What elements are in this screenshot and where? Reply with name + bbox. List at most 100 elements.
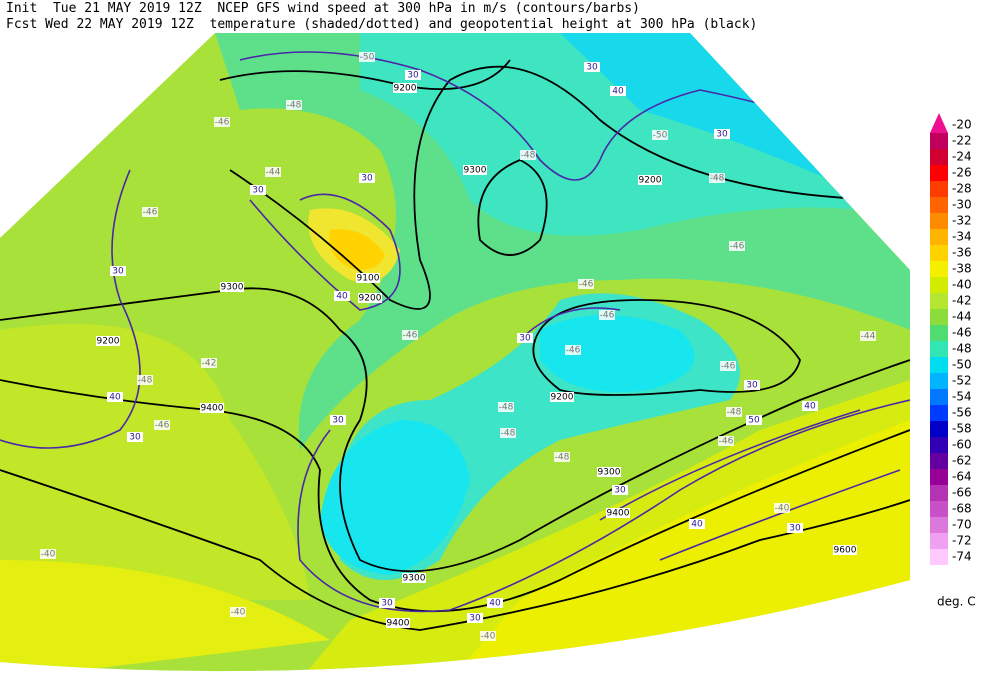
colorbar-box [930,533,948,549]
height-label: 9300 [403,574,426,584]
colorbar-label: -54 [952,390,972,404]
height-label: 9300 [598,468,621,478]
label-box [520,150,536,160]
label-box [330,415,346,425]
wind-label: 30 [586,63,598,73]
colorbar-box [930,149,948,165]
temp-label: -48 [521,151,536,161]
temp-label: -46 [566,346,581,356]
label-box [787,523,803,533]
label-box [610,86,626,96]
colorbar-label: -58 [952,422,972,436]
label-box [356,273,380,283]
colorbar-box [930,405,948,421]
label-box [137,375,153,385]
temp-label: -44 [266,168,281,178]
label-box [405,70,421,80]
wind-label: 40 [804,402,816,412]
colorbar-label: -42 [952,294,972,308]
field-area [0,560,330,672]
label-box [746,415,762,425]
colorbar-label: -20 [952,118,972,132]
wind-label: 50 [748,416,760,426]
temp-label: -46 [215,118,230,128]
label-box [107,392,123,402]
wind-label: 30 [407,71,419,81]
temp-label: -40 [775,504,790,514]
wind-label: 40 [489,599,501,609]
colorbar-label: -28 [952,182,972,196]
label-box [860,331,876,341]
temp-label: -48 [727,408,742,418]
colorbar-box [930,165,948,181]
label-box [110,266,126,276]
map-labels: 9200 9300 9200 9100 9200 9300 9200 9400 9200 9300… [40,52,876,642]
temp-label: -46 [730,242,745,252]
wind-label: 30 [519,334,531,344]
label-box [402,330,418,340]
label-box [550,392,574,402]
wind-label: 30 [112,267,124,277]
wind-label: 40 [612,87,624,97]
colorbar-label: -26 [952,166,972,180]
colorbar-box [930,389,948,405]
label-box [480,631,496,641]
temp-label: -40 [41,550,56,560]
label-box [500,428,516,438]
colorbar-box [930,213,948,229]
height-label: 9400 [201,404,224,414]
temp-label: -48 [138,376,153,386]
wind-label: 30 [614,486,626,496]
wind-label: 30 [129,433,141,443]
label-box [729,241,745,251]
colorbar-label: -60 [952,438,972,452]
label-box [652,130,668,140]
label-box [689,519,705,529]
label-box [718,436,734,446]
colorbar-box [930,229,948,245]
colorbar-label: -62 [952,454,972,468]
temp-label: -48 [499,403,514,413]
label-box [709,173,725,183]
label-box [744,380,760,390]
colorbar-box [930,309,948,325]
wind-label: 40 [691,520,703,530]
wind-label: 40 [109,393,121,403]
colorbar-label: -46 [952,326,972,340]
label-box [726,407,742,417]
colorbar-label: -50 [952,358,972,372]
label-box [638,175,662,185]
colorbar-unit: deg. C [937,595,976,609]
colorbar-label: -52 [952,374,972,388]
label-box [230,607,246,617]
temp-label: -46 [403,331,418,341]
map-field [0,33,910,672]
temp-label: -44 [861,332,876,342]
colorbar-label: -40 [952,278,972,292]
temp-label: -46 [721,362,736,372]
height-label: 9400 [387,619,410,629]
temp-label: -46 [600,311,615,321]
colorbar-label: -38 [952,262,972,276]
label-box [565,345,581,355]
label-box [379,598,395,608]
colorbar-arrow [930,113,948,133]
colorbar-box [930,517,948,533]
label-box [393,83,417,93]
temp-label: -40 [231,608,246,618]
colorbar-label: -34 [952,230,972,244]
colorbar-box [930,133,948,149]
wind-label: 30 [469,614,481,624]
colorbar-label: -36 [952,246,972,260]
height-label: 9200 [359,294,382,304]
colorbar-box [930,357,948,373]
temp-label: -50 [360,53,375,63]
colorbar-label: -74 [952,550,972,564]
colorbar-box [930,277,948,293]
colorbar-label: -64 [952,470,972,484]
colorbar-box [930,261,948,277]
height-label: 9200 [551,393,574,403]
temp-label: -46 [719,437,734,447]
label-box [359,52,375,62]
label-box [200,403,224,413]
